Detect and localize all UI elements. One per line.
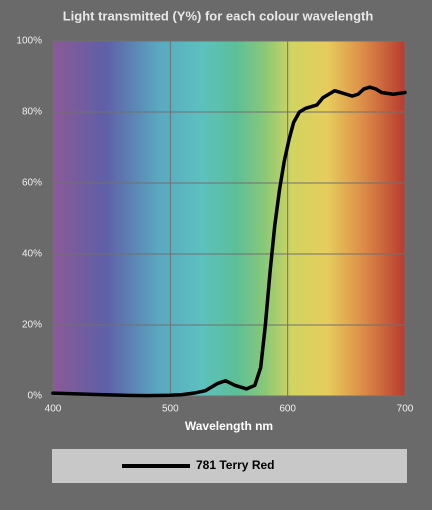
y-tick-label: 40%	[22, 249, 42, 260]
x-axis-label: Wavelength nm	[185, 419, 273, 433]
y-tick-label: 60%	[22, 178, 42, 189]
legend-label: 781 Terry Red	[196, 458, 275, 472]
x-tick-label: 700	[397, 404, 414, 415]
x-tick-label: 500	[162, 404, 179, 415]
series-line	[51, 85, 407, 398]
y-tick-label: 0%	[28, 391, 43, 402]
y-tick-label: 20%	[22, 320, 42, 331]
y-tick-label: 100%	[16, 36, 42, 47]
y-tick-label: 80%	[22, 107, 42, 118]
x-tick-label: 600	[279, 404, 296, 415]
legend	[52, 449, 407, 483]
plot-area	[53, 41, 405, 396]
chart-title: Light transmitted (Y%) for each colour w…	[63, 8, 374, 23]
x-tick-label: 400	[45, 404, 62, 415]
